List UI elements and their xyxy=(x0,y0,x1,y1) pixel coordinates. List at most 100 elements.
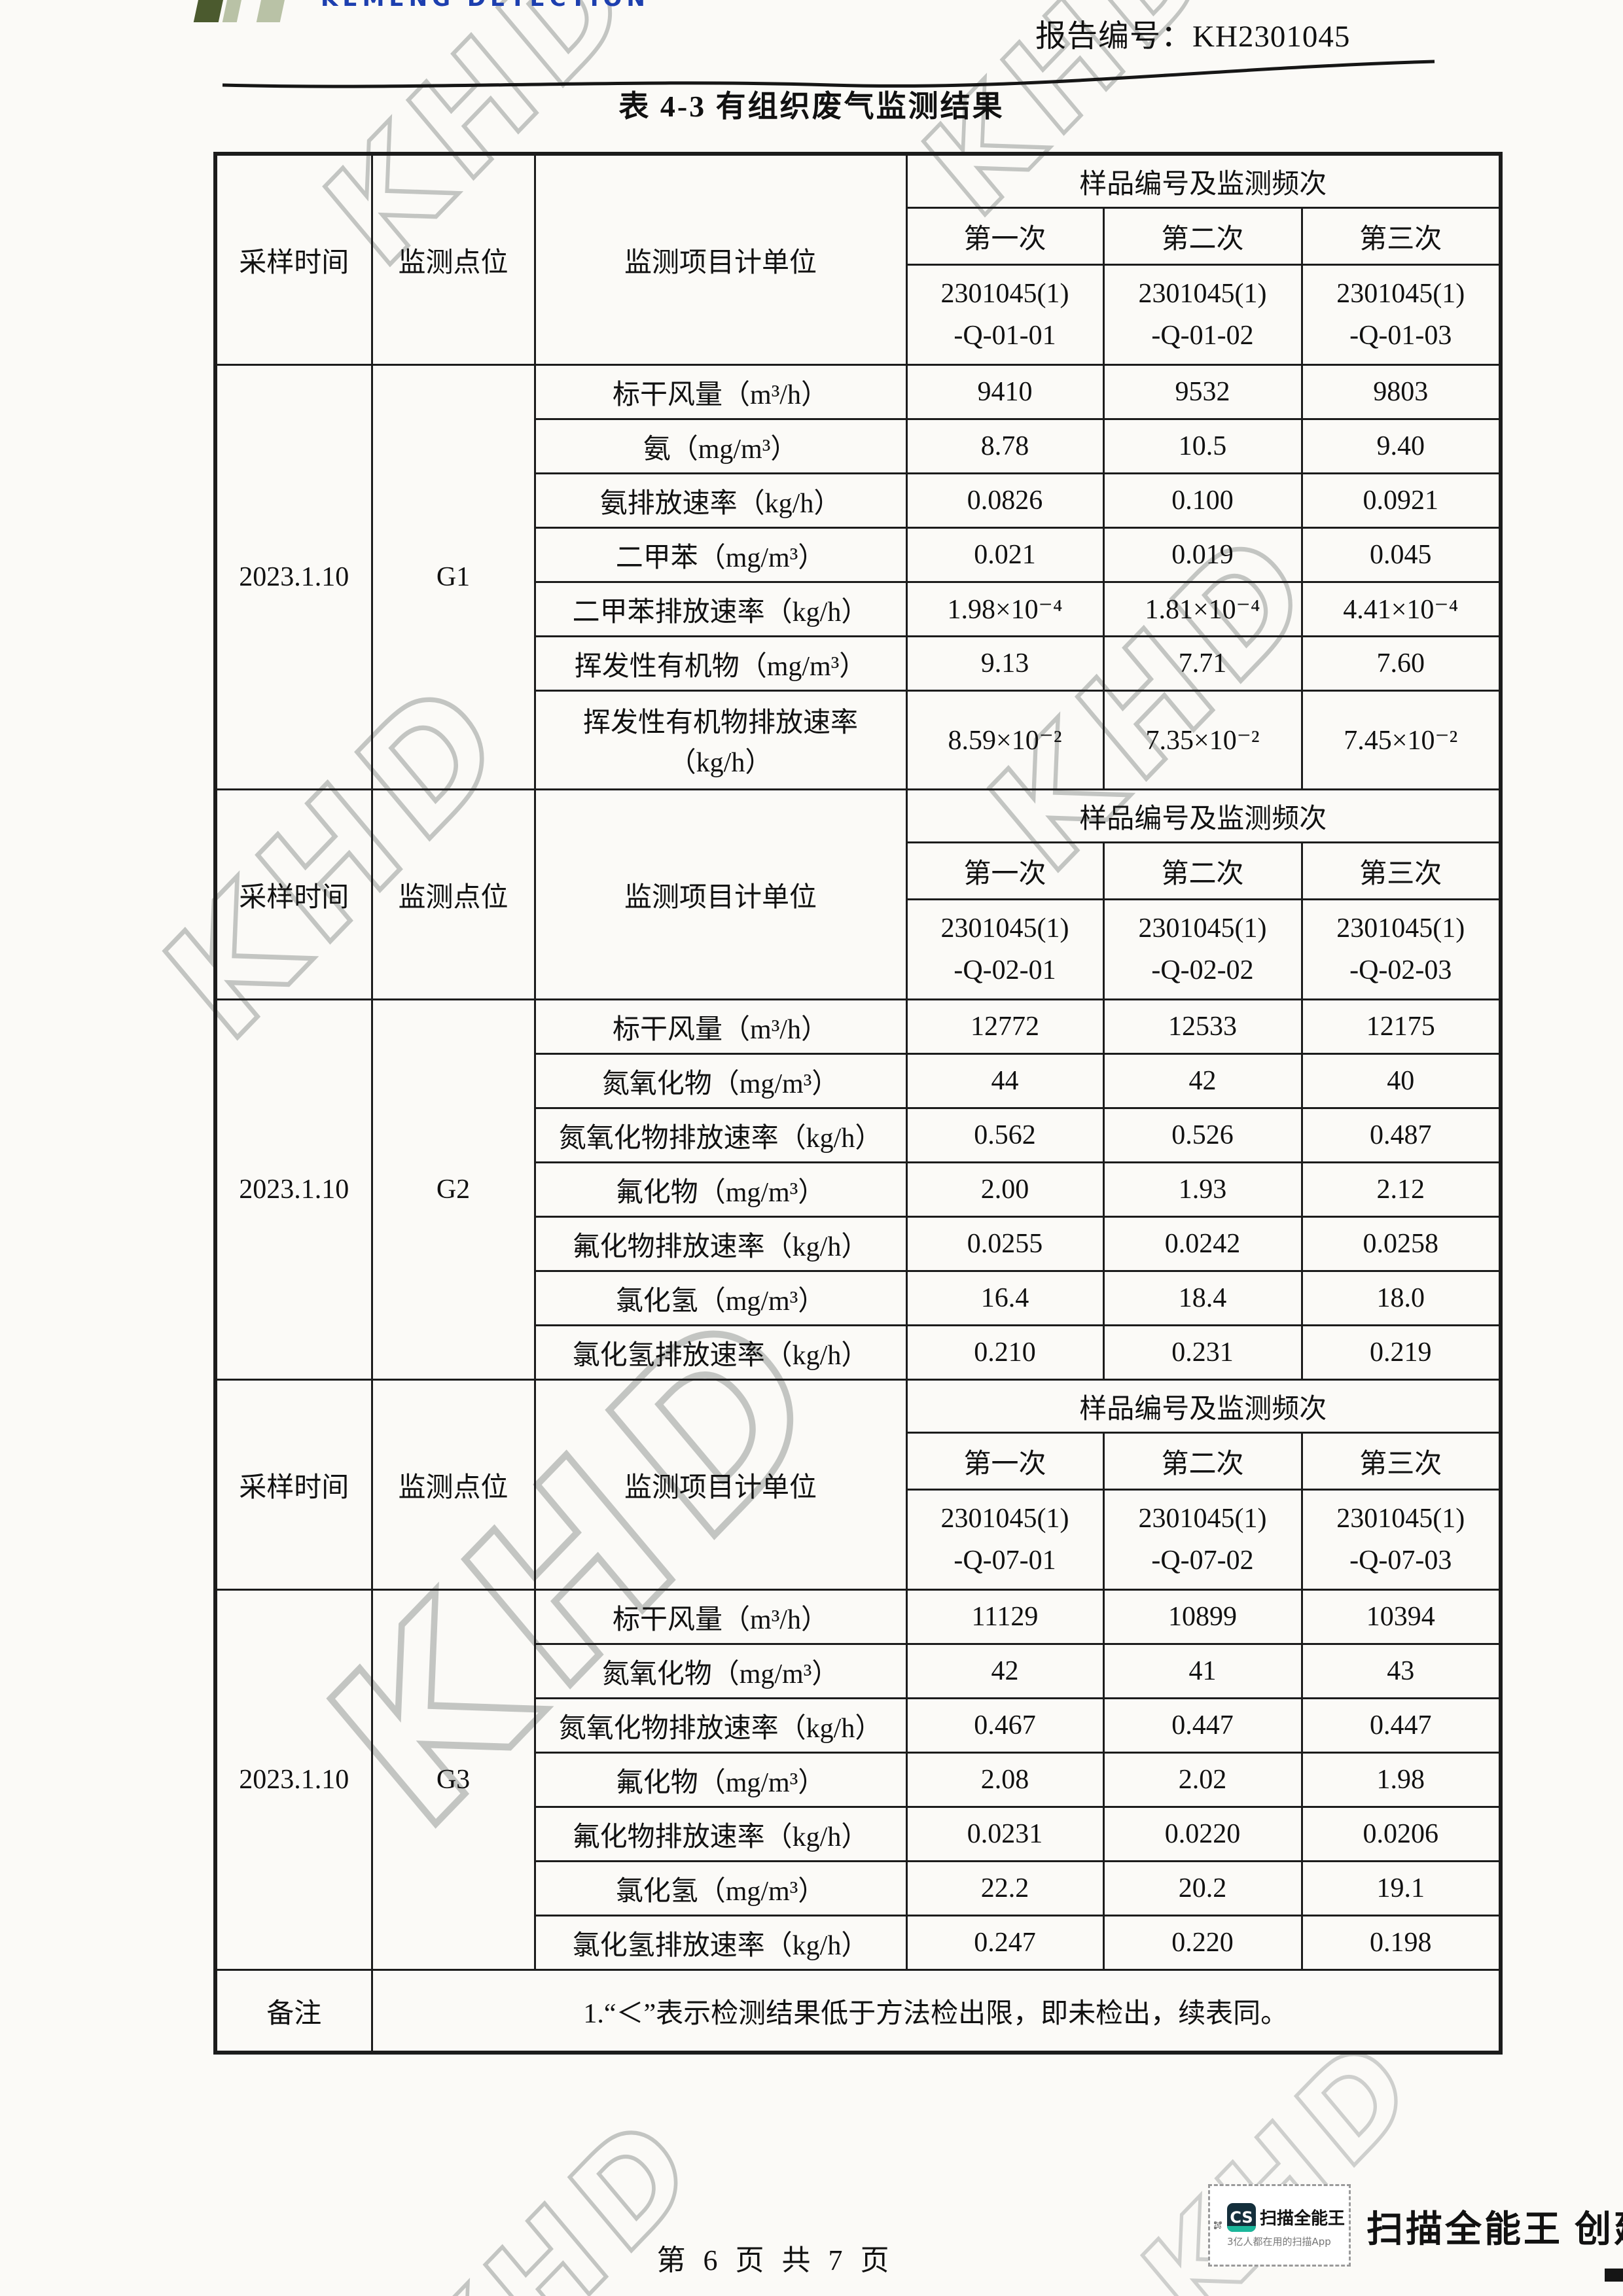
freq-second: 第二次 xyxy=(1102,841,1303,900)
value-cell: 8.78 xyxy=(905,418,1105,474)
sample-id-line: -Q-01-02 xyxy=(1151,321,1254,351)
table-header-row: 2301045(1) -Q-07-01 2301045(1) -Q-07-02 … xyxy=(215,1489,1502,1591)
sample-id: 2301045(1) -Q-02-03 xyxy=(1300,898,1502,1000)
value-cell: 0.198 xyxy=(1300,1915,1502,1971)
sampling-date: 2023.1.10 xyxy=(214,998,373,1381)
freq-second: 第二次 xyxy=(1102,1432,1303,1491)
freq-first: 第一次 xyxy=(905,207,1105,266)
header-sample-frequency: 样品编号及监测频次 xyxy=(905,1379,1502,1434)
monitor-point-value: G2 xyxy=(370,998,536,1381)
sample-id: 2301045(1) -Q-07-02 xyxy=(1102,1489,1303,1591)
row-label: 氨（mg/m³） xyxy=(533,418,908,474)
table-row: 挥发性有机物（mg/m³） 9.13 7.71 7.60 xyxy=(215,635,1502,692)
note-label: 备注 xyxy=(214,1969,373,2054)
value-cell: 0.0242 xyxy=(1102,1216,1303,1272)
value-cell: 0.021 xyxy=(905,527,1105,583)
note-text: 1.“＜”表示检测结果低于方法检出限，即未检出，续表同。 xyxy=(370,1969,1502,2054)
value-cell: 0.447 xyxy=(1102,1697,1303,1754)
scanner-app-tagline: 3亿人都在用的扫描App xyxy=(1226,2235,1331,2248)
company-logo-text: KEMENG DETECTION xyxy=(321,0,650,12)
sampling-date: 2023.1.10 xyxy=(214,1589,373,1971)
row-label: 氟化物排放速率（kg/h） xyxy=(533,1806,908,1862)
header-sampling-time: 采样时间 xyxy=(214,788,373,1000)
table-row: 氨排放速率（kg/h） 0.0826 0.100 0.0921 xyxy=(215,472,1502,529)
sample-id: 2301045(1) -Q-02-02 xyxy=(1102,898,1303,1000)
table-row: 氮氧化物（mg/m³） 44 42 40 xyxy=(215,1053,1502,1109)
value-cell: 0.0258 xyxy=(1300,1216,1502,1272)
value-cell: 42 xyxy=(1102,1053,1303,1109)
table-header-row: 采样时间 监测点位 监测项目计单位 样品编号及监测频次 xyxy=(214,1379,1502,1591)
monitor-point-value: G3 xyxy=(370,1589,536,1971)
sample-id-line: -Q-02-02 xyxy=(1151,955,1254,985)
table-row: 氯化氢（mg/m³） 22.2 20.2 19.1 xyxy=(215,1860,1502,1916)
camscanner-badge: CS 扫描全能王 3亿人都在用的扫描App xyxy=(1208,2184,1351,2267)
camscanner-created-text: 扫描全能王 创建 xyxy=(1366,2210,1623,2250)
scanner-app-name: 扫描全能王 xyxy=(1259,2209,1345,2229)
value-cell: 19.1 xyxy=(1300,1860,1502,1916)
header-sampling-time: 采样时间 xyxy=(214,152,373,366)
table-header-row: 采样时间 监测点位 监测项目计单位 样品编号及监测频次 xyxy=(214,788,1502,1000)
value-cell: 0.219 xyxy=(1300,1324,1502,1381)
sample-id: 2301045(1) -Q-01-02 xyxy=(1102,264,1303,366)
sample-id-line: 2301045(1) xyxy=(1138,913,1267,944)
sample-id-line: -Q-02-01 xyxy=(954,955,1056,985)
table-header-row: 2301045(1) -Q-01-01 2301045(1) -Q-01-02 … xyxy=(215,264,1502,366)
table-row: 氮氧化物（mg/m³） 42 41 43 xyxy=(215,1643,1502,1699)
value-cell: 0.0921 xyxy=(1300,472,1502,529)
value-cell: 0.045 xyxy=(1300,527,1502,583)
value-cell: 0.0206 xyxy=(1300,1806,1502,1862)
value-cell: 2.02 xyxy=(1102,1752,1303,1808)
value-cell: 44 xyxy=(905,1053,1105,1109)
row-label: 氨排放速率（kg/h） xyxy=(533,472,908,529)
value-cell: 7.60 xyxy=(1300,635,1502,692)
sample-id-line: -Q-07-03 xyxy=(1349,1545,1452,1576)
report-number: 报告编号：KH2301045 xyxy=(1035,20,1351,54)
value-cell: 43 xyxy=(1300,1643,1502,1699)
freq-third: 第三次 xyxy=(1300,207,1502,266)
qr-code-icon xyxy=(1214,2221,1222,2229)
cs-logo-text: CS xyxy=(1230,2208,1253,2227)
value-cell: 0.0220 xyxy=(1102,1806,1303,1862)
sample-id-line: 2301045(1) xyxy=(1336,1504,1465,1534)
company-logo-mark xyxy=(222,0,243,22)
table-row: 氟化物排放速率（kg/h） 0.0231 0.0220 0.0206 xyxy=(215,1806,1502,1862)
value-cell: 0.100 xyxy=(1102,472,1303,529)
header-monitor-item: 监测项目计单位 xyxy=(533,788,908,1000)
row-label: 氟化物（mg/m³） xyxy=(533,1161,908,1218)
monitoring-results-table: 采样时间 监测点位 监测项目计单位 样品编号及监测频次 第一次 第二次 第三次 … xyxy=(213,152,1503,2055)
value-cell: 0.220 xyxy=(1102,1915,1303,1971)
value-cell: 0.247 xyxy=(905,1915,1105,1971)
company-logo-mark xyxy=(256,0,286,22)
value-cell: 41 xyxy=(1102,1643,1303,1699)
value-cell: 0.210 xyxy=(905,1324,1105,1381)
note-row: 备注 1.“＜”表示检测结果低于方法检出限，即未检出，续表同。 xyxy=(214,1969,1502,2054)
sample-id-line: 2301045(1) xyxy=(940,279,1069,309)
value-cell: 1.98 xyxy=(1300,1752,1502,1808)
row-label: 标干风量（m³/h） xyxy=(533,364,908,420)
value-cell: 2.08 xyxy=(905,1752,1105,1808)
page-title: 表 4-3 有组织废气监测结果 xyxy=(618,90,1005,123)
freq-third: 第三次 xyxy=(1300,841,1502,900)
value-cell: 1.81×10⁻⁴ xyxy=(1102,581,1303,637)
row-label: 氟化物排放速率（kg/h） xyxy=(533,1216,908,1272)
value-cell: 0.562 xyxy=(905,1107,1105,1163)
table-header-row: 第一次 第二次 第三次 xyxy=(215,207,1502,266)
freq-first: 第一次 xyxy=(905,1432,1105,1491)
row-label: 标干风量（m³/h） xyxy=(533,1589,908,1645)
freq-second: 第二次 xyxy=(1102,207,1303,266)
value-cell: 10394 xyxy=(1300,1589,1502,1645)
header-rule xyxy=(222,60,1435,88)
value-cell: 9803 xyxy=(1300,364,1502,420)
value-cell: 18.0 xyxy=(1300,1270,1502,1326)
row-label: 氟化物（mg/m³） xyxy=(533,1752,908,1808)
value-cell: 7.35×10⁻² xyxy=(1102,690,1303,790)
header-monitor-point: 监测点位 xyxy=(370,1379,536,1591)
value-cell: 0.0826 xyxy=(905,472,1105,529)
table-header-row: 采样时间 监测点位 监测项目计单位 样品编号及监测频次 xyxy=(214,152,1502,366)
value-cell: 0.0255 xyxy=(905,1216,1105,1272)
value-cell: 18.4 xyxy=(1102,1270,1303,1326)
table-row: 氯化氢排放速率（kg/h） 0.247 0.220 0.198 xyxy=(215,1915,1502,1971)
freq-first: 第一次 xyxy=(905,841,1105,900)
value-cell: 2.00 xyxy=(905,1161,1105,1218)
